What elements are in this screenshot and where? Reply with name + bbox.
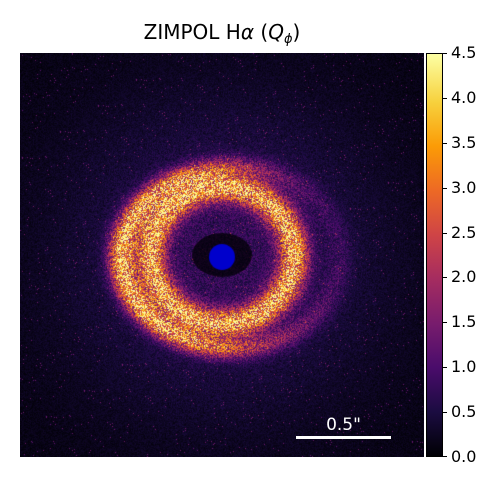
colorbar-tick-label: 1.5 [451, 312, 477, 332]
colorbar-tick-label: 4.0 [451, 87, 477, 107]
colorbar-tick-label: 0.5 [451, 402, 477, 422]
colorbar-tick [443, 456, 447, 457]
colorbar-tick-label: 1.0 [451, 357, 477, 377]
colorbar-tick [443, 142, 447, 144]
colorbar-tick [443, 97, 447, 99]
title-paren-close: ) [292, 20, 301, 44]
colorbar [426, 53, 443, 457]
colorbar-tick-label: 3.5 [451, 132, 477, 152]
title-main: ZIMPOL H [143, 20, 241, 44]
colorbar-tick-label: 4.5 [451, 43, 477, 62]
title-q: Q [268, 20, 284, 44]
figure-title: ZIMPOL Hα (Qϕ) [20, 20, 424, 47]
title-alpha: α [240, 20, 255, 44]
title-phi-subscript: ϕ [283, 32, 293, 47]
scale-bar [296, 436, 391, 439]
colorbar-tick [443, 232, 447, 234]
colorbar-tick-label: 2.5 [451, 222, 477, 242]
colorbar-tick-label: 2.0 [451, 267, 477, 287]
colorbar-tick [443, 322, 447, 324]
image-panel [20, 53, 424, 457]
scale-bar-label: 0.5" [326, 415, 361, 435]
colorbar-tick [443, 367, 447, 369]
title-paren-open: ( [254, 20, 269, 44]
polarimetric-image [20, 53, 424, 457]
colorbar-tick-label: 0.0 [451, 447, 477, 466]
colorbar-tick [443, 277, 447, 279]
colorbar-tick [443, 187, 447, 189]
colorbar-tick [443, 412, 447, 414]
colorbar-tick-label: 3.0 [451, 177, 477, 197]
colorbar-tick [443, 53, 447, 54]
